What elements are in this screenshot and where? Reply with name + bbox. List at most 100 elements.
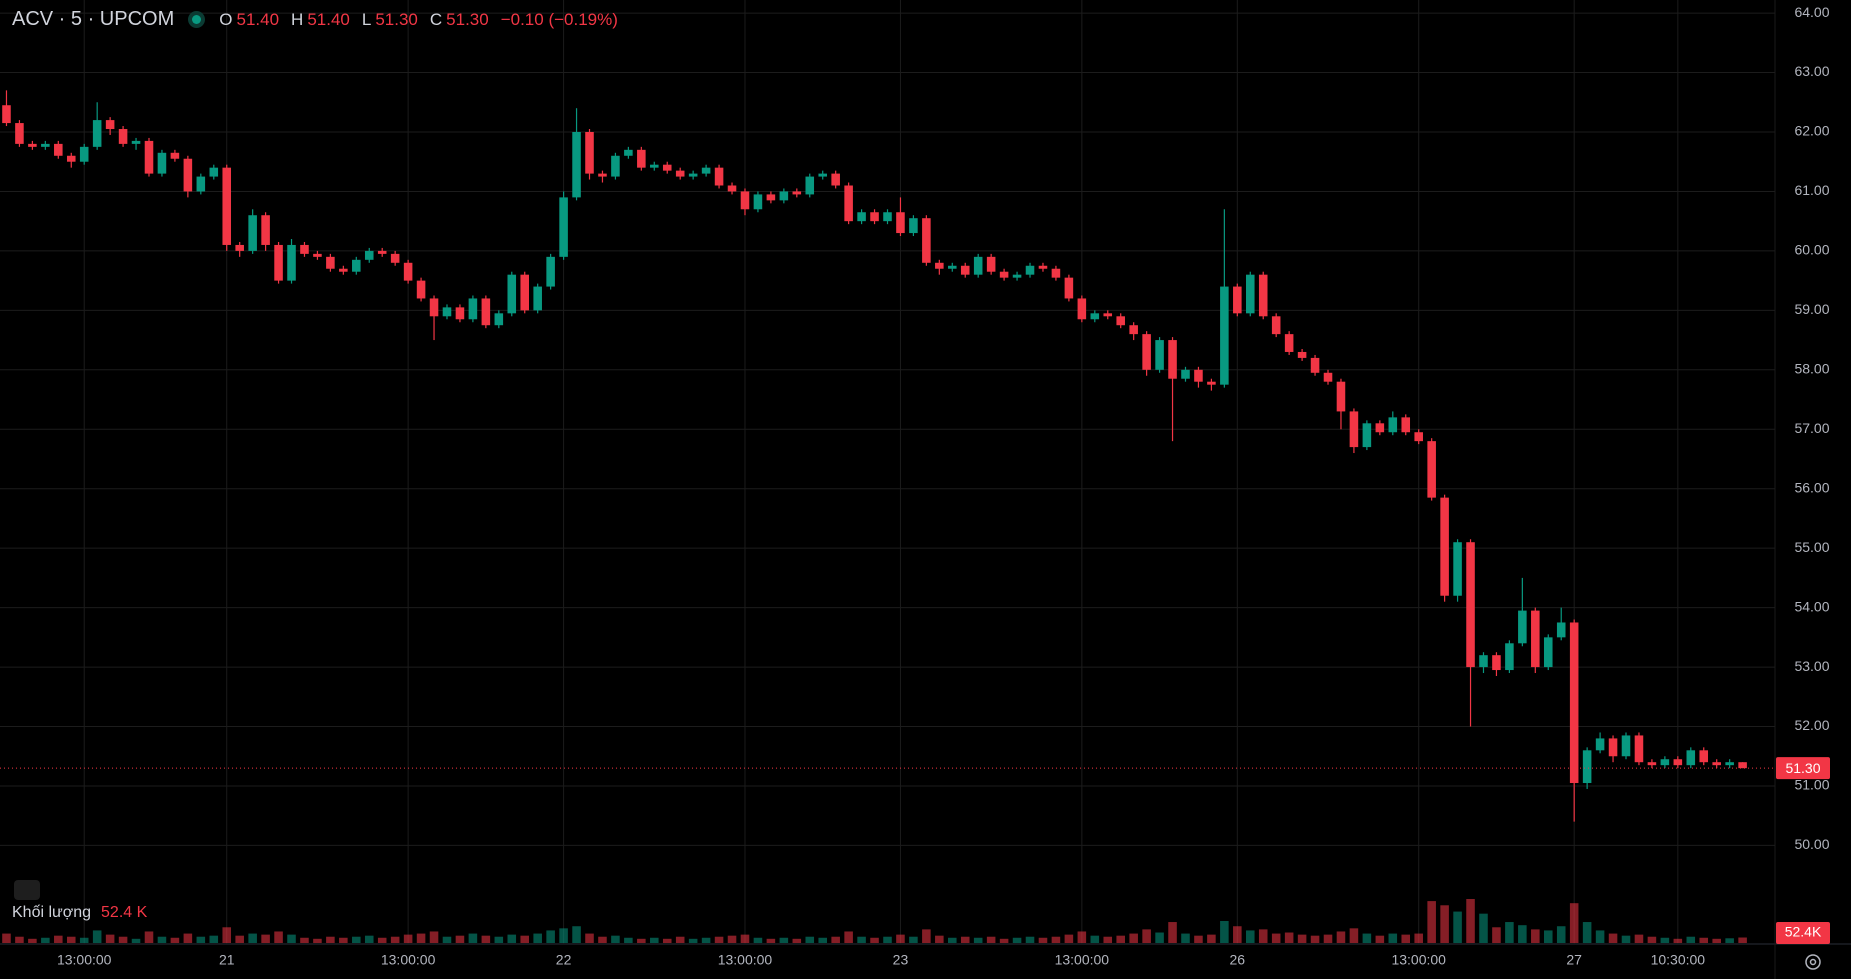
symbol-title[interactable]: ACV · 5 · UPCOM: [12, 8, 175, 30]
candle-body: [1090, 313, 1100, 320]
candle-body: [390, 253, 400, 263]
y-tick-label: 63.00: [1794, 63, 1829, 79]
volume-bar: [1362, 933, 1372, 943]
candle-body: [222, 167, 232, 245]
candle-body: [779, 191, 789, 201]
volume-bar: [41, 937, 50, 943]
volume-bar: [403, 934, 413, 943]
y-tick-label: 58.00: [1794, 361, 1829, 377]
y-tick-label: 61.00: [1794, 182, 1829, 198]
candle-body: [1453, 542, 1462, 596]
volume-bar: [701, 937, 711, 943]
y-tick-label: 53.00: [1794, 658, 1829, 674]
candle-body: [468, 298, 478, 320]
candle-body: [1543, 637, 1553, 668]
candle-body: [637, 149, 646, 168]
y-tick-label: 54.00: [1794, 598, 1829, 614]
volume-bar: [455, 935, 465, 943]
volume-bar: [222, 927, 232, 943]
y-tick-label: 64.00: [1794, 4, 1829, 20]
volume-bar: [1660, 937, 1670, 943]
candle-body: [883, 212, 892, 222]
volume-bar: [442, 936, 452, 943]
candle-body: [662, 164, 672, 171]
candle-body: [170, 152, 180, 159]
candle-body: [1207, 381, 1216, 385]
candle-body: [960, 265, 970, 275]
volume-bar: [339, 937, 348, 943]
candle-body: [948, 265, 957, 269]
candle-body: [1569, 622, 1579, 784]
candle-body: [1064, 277, 1074, 299]
x-tick-label: 13:00:00: [718, 952, 773, 968]
candle-body: [805, 176, 815, 195]
candle-body: [688, 173, 698, 177]
volume-bar: [1569, 903, 1579, 943]
settings-icon[interactable]: [1805, 954, 1821, 970]
candle-body: [481, 298, 491, 326]
volume-bar: [624, 937, 633, 943]
volume-bar: [1181, 933, 1190, 943]
volume-bar: [1608, 933, 1618, 943]
candle-body: [1634, 735, 1644, 763]
volume-bar: [1155, 932, 1164, 943]
volume-bar: [1349, 928, 1359, 943]
candle-body: [131, 140, 141, 144]
volume-bar: [1466, 899, 1475, 943]
volume-bar: [818, 937, 827, 943]
volume-bar: [1284, 932, 1294, 943]
volume-bar: [960, 936, 970, 943]
watermark: [14, 880, 40, 900]
candle-body: [935, 262, 944, 269]
candle-body: [300, 244, 309, 254]
volume-bar: [1440, 905, 1449, 943]
volume-bar: [1673, 938, 1683, 943]
y-tick-label: 55.00: [1794, 539, 1829, 555]
volume-bar: [1025, 936, 1035, 943]
volume-bar: [105, 934, 115, 943]
last-price-tag: [1776, 757, 1830, 780]
candle-body: [455, 307, 465, 320]
volume-bar: [896, 934, 905, 943]
volume-tag: [1776, 922, 1830, 944]
volume-bar: [986, 936, 996, 943]
candle-body: [416, 280, 426, 299]
volume-bar: [546, 930, 555, 943]
volume-bar: [54, 935, 63, 943]
candle-body: [922, 218, 931, 263]
volume-bar: [1427, 901, 1436, 943]
candle-body: [896, 212, 905, 234]
candle-body: [274, 244, 283, 281]
candle-body: [727, 185, 737, 192]
market-status: [192, 15, 202, 24]
volume-bar: [792, 938, 802, 943]
volume-bar: [118, 936, 128, 943]
close-label: C: [429, 9, 443, 29]
volume-bar: [1531, 929, 1540, 943]
y-tick-label: 50.00: [1794, 836, 1829, 852]
volume-bar: [650, 937, 659, 943]
candle-body: [1582, 750, 1592, 784]
candle-body: [1349, 411, 1359, 448]
candle-body: [1414, 432, 1423, 442]
candle-body: [1245, 274, 1255, 314]
volume-bar: [416, 933, 426, 943]
volume-bar: [326, 936, 335, 943]
volume-bar: [468, 933, 478, 943]
x-tick-label: 21: [219, 952, 235, 968]
volume-bar: [481, 935, 491, 943]
volume-bar: [1116, 935, 1125, 943]
volume-bar: [1699, 937, 1709, 943]
low-value: 51.30: [375, 9, 418, 29]
candle-body: [1362, 423, 1372, 448]
watermark-logo: [14, 880, 40, 900]
candle-body: [1025, 265, 1035, 275]
candle-body: [1492, 655, 1501, 671]
close-value: 51.30: [446, 9, 489, 29]
candle-body: [1012, 274, 1022, 278]
volume-bar: [637, 938, 646, 943]
x-tick-label: 13:00:00: [1055, 952, 1110, 968]
volume-bar: [1129, 933, 1138, 943]
candle-body: [105, 120, 115, 130]
candle-body: [66, 155, 76, 162]
